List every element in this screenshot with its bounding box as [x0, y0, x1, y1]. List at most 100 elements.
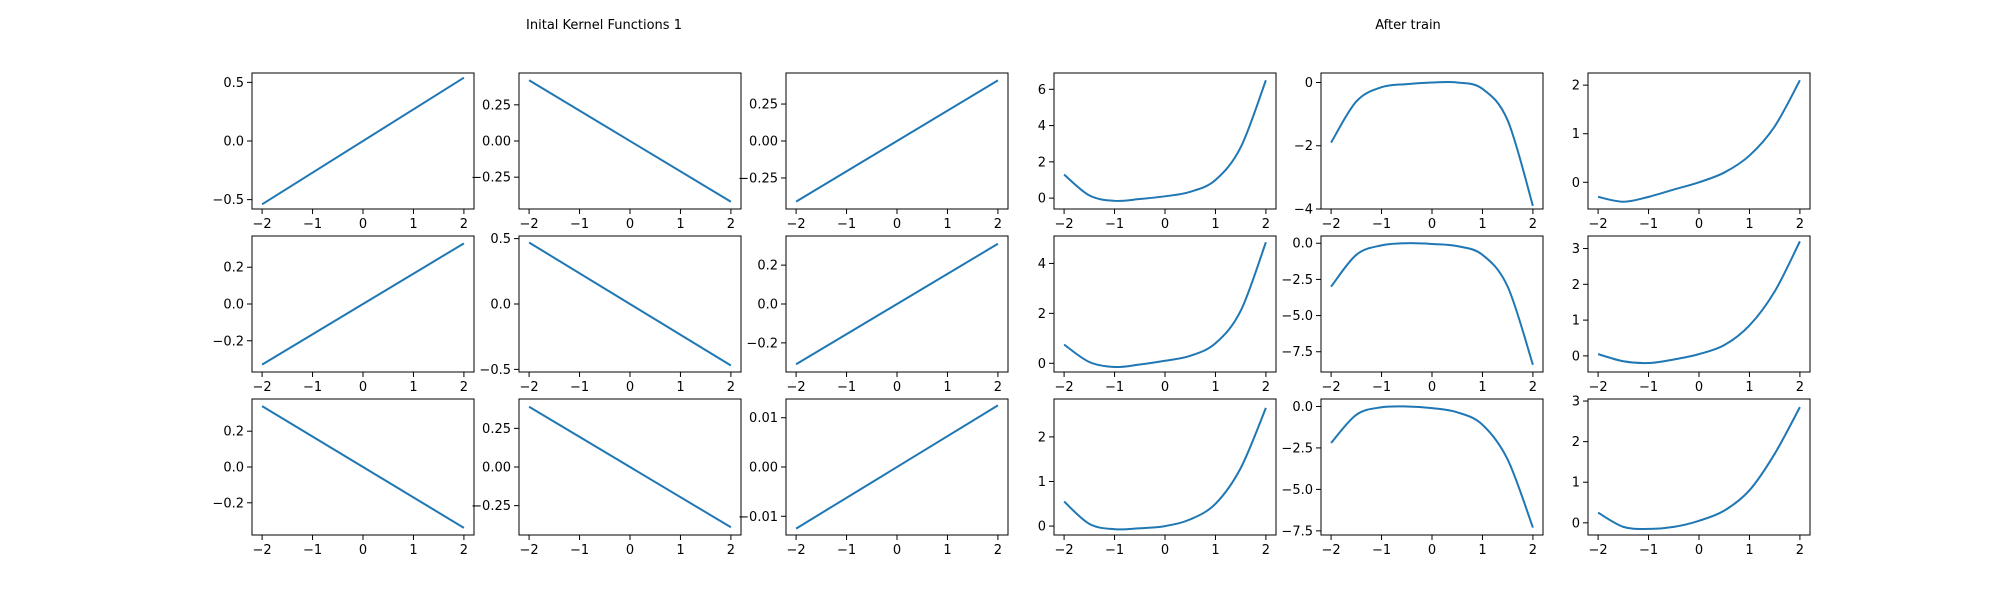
- x-tick-label: 0: [359, 217, 367, 232]
- x-tick-label: −2: [787, 217, 806, 232]
- x-tick-label: 2: [1529, 543, 1537, 558]
- series-line: [1597, 240, 1801, 365]
- y-tick-label: 2: [1038, 430, 1046, 445]
- x-tick-label: 2: [1262, 380, 1270, 395]
- axes-frame: [1587, 235, 1811, 373]
- axes-frame: [1053, 398, 1277, 536]
- y-tick-label: 2: [1572, 278, 1580, 293]
- series-line: [1330, 80, 1534, 207]
- y-tick-label: −0.2: [212, 496, 244, 511]
- y-tick-label: −0.25: [471, 171, 511, 186]
- series-line: [1330, 242, 1534, 366]
- y-tick-label: 1: [1572, 314, 1580, 329]
- y-tick-label: −2.5: [1281, 441, 1313, 456]
- series-line: [528, 241, 732, 367]
- subplot-2-2: −2 −1 0 1 2 0.01 0.00 −0.01: [738, 398, 1009, 558]
- series-line: [1597, 406, 1801, 530]
- x-tick-label: 1: [676, 217, 684, 232]
- y-tick-label: 0.00: [482, 135, 511, 150]
- subplot-0-1: −2 −1 0 1 2 0.25 0.00 −0.25: [471, 72, 742, 232]
- y-tick-label: 0.01: [749, 411, 778, 426]
- y-tick-label: 0.2: [223, 261, 244, 276]
- y-tick-label: 2: [1572, 435, 1580, 450]
- subplot-1-4: −2 −1 0 1 2 0.0 −2.5 −5.0 −7.5: [1281, 235, 1544, 395]
- x-tick-label: −1: [837, 543, 856, 558]
- y-tick-label: 6: [1038, 83, 1046, 98]
- y-tick-label: 0.25: [749, 98, 778, 113]
- series-line: [528, 79, 732, 203]
- y-tick-label: 4: [1038, 257, 1046, 272]
- subplot-1-1: −2 −1 0 1 2 0.5 0.0 −0.5: [479, 232, 742, 395]
- x-tick-label: −1: [1372, 217, 1391, 232]
- x-tick-label: −2: [520, 543, 539, 558]
- y-tick-label: 0.0: [1292, 237, 1313, 252]
- y-tick-label: 0: [1572, 349, 1580, 364]
- y-tick-label: 0: [1038, 357, 1046, 372]
- x-tick-label: −1: [1372, 543, 1391, 558]
- x-tick-label: −1: [570, 217, 589, 232]
- subplot-2-0: −2 −1 0 1 2 0.2 0.0 −0.2: [212, 398, 475, 558]
- series-line: [1330, 405, 1534, 528]
- x-tick-label: −1: [1105, 217, 1124, 232]
- series-line: [1063, 407, 1267, 531]
- series-line: [261, 242, 465, 366]
- x-tick-label: 1: [943, 380, 951, 395]
- x-tick-label: 0: [1428, 217, 1436, 232]
- x-tick-label: −1: [303, 217, 322, 232]
- y-tick-label: 3: [1572, 395, 1580, 410]
- y-tick-label: −0.01: [738, 510, 778, 525]
- x-tick-label: −2: [1322, 543, 1341, 558]
- x-tick-label: 1: [1745, 543, 1753, 558]
- x-tick-label: 2: [460, 217, 468, 232]
- y-tick-label: −7.5: [1281, 524, 1313, 539]
- x-tick-label: 2: [460, 380, 468, 395]
- x-tick-label: −2: [1055, 543, 1074, 558]
- x-tick-label: 1: [1745, 217, 1753, 232]
- y-tick-label: 0.00: [482, 461, 511, 476]
- y-tick-label: −0.25: [471, 499, 511, 514]
- x-tick-label: −2: [253, 217, 272, 232]
- y-tick-label: −5.0: [1281, 483, 1313, 498]
- x-tick-label: 0: [893, 217, 901, 232]
- series-line: [261, 405, 465, 529]
- x-tick-label: −1: [1372, 380, 1391, 395]
- x-tick-label: 1: [943, 543, 951, 558]
- x-tick-label: −2: [253, 380, 272, 395]
- y-tick-label: −4: [1294, 203, 1313, 218]
- x-tick-label: −2: [1589, 543, 1608, 558]
- x-tick-label: −2: [520, 217, 539, 232]
- x-tick-label: −1: [1639, 217, 1658, 232]
- x-tick-label: 0: [626, 217, 634, 232]
- y-tick-label: 0.0: [223, 135, 244, 150]
- y-tick-label: −0.25: [738, 171, 778, 186]
- y-tick-label: 0.2: [757, 259, 778, 274]
- x-tick-label: −2: [1055, 380, 1074, 395]
- x-tick-label: 0: [1428, 380, 1436, 395]
- subplot-0-3: −2 −1 0 1 2 6 4 2 0: [1038, 72, 1277, 232]
- axes-frame: [1587, 72, 1811, 210]
- x-tick-label: 1: [1478, 543, 1486, 558]
- x-tick-label: 0: [1161, 543, 1169, 558]
- subplot-0-2: −2 −1 0 1 2 0.25 0.00 −0.25: [738, 72, 1009, 232]
- subplot-1-3: −2 −1 0 1 2 4 2 0: [1038, 235, 1277, 395]
- x-tick-label: −2: [1055, 217, 1074, 232]
- series-line: [261, 76, 465, 206]
- x-tick-label: −1: [1639, 543, 1658, 558]
- x-tick-label: −2: [253, 543, 272, 558]
- subplot-0-5: −2 −1 0 1 2 2 1 0: [1572, 72, 1811, 232]
- x-tick-label: −1: [1105, 380, 1124, 395]
- x-tick-label: 1: [943, 217, 951, 232]
- y-tick-label: 0.25: [482, 422, 511, 437]
- x-tick-label: −1: [570, 543, 589, 558]
- x-tick-label: 2: [994, 380, 1002, 395]
- y-tick-label: 0.2: [223, 425, 244, 440]
- y-tick-label: 0.5: [223, 76, 244, 91]
- series-line: [1063, 241, 1267, 369]
- y-tick-label: −0.5: [212, 193, 244, 208]
- x-tick-label: 0: [1161, 217, 1169, 232]
- x-tick-label: 1: [409, 380, 417, 395]
- title-right: After train: [1375, 18, 1441, 33]
- subplot-2-3: −2 −1 0 1 2 2 1 0: [1038, 398, 1277, 558]
- subplot-2-5: −2 −1 0 1 2 3 2 1 0: [1572, 395, 1811, 558]
